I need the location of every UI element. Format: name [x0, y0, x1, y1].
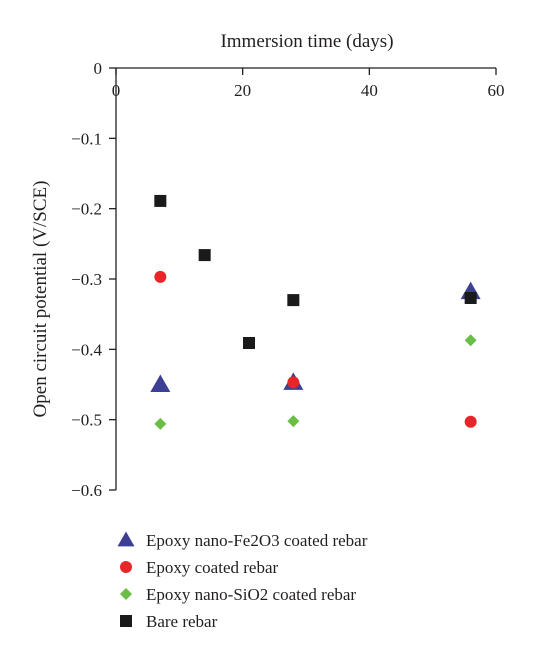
y-tick-label: −0.1: [71, 129, 102, 148]
legend-triangle-marker: [117, 531, 135, 547]
legend-label: Epoxy coated rebar: [146, 558, 278, 577]
x-tick-label: 0: [112, 81, 121, 100]
series-circle-points: [154, 270, 477, 428]
y-tick-label: 0: [94, 59, 103, 78]
x-tick-label: 20: [234, 81, 251, 100]
series-triangle-points: [150, 281, 481, 392]
y-tick-label: −0.3: [71, 270, 102, 289]
x-tick-label: 40: [361, 81, 378, 100]
data-point: [198, 249, 211, 262]
data-point: [287, 294, 300, 307]
data-point: [464, 291, 477, 304]
y-tick-label: −0.2: [71, 200, 102, 219]
data-point: [150, 374, 171, 392]
legend-label: Epoxy nano-SiO2 coated rebar: [146, 585, 356, 604]
y-ticks: 0 −0.1 −0.2 −0.3 −0.4 −0.5 −0.6: [71, 59, 116, 500]
y-tick-label: −0.6: [71, 481, 102, 500]
data-point: [243, 337, 255, 350]
series-square-points: [154, 194, 477, 350]
legend-diamond-marker: [120, 588, 132, 600]
x-ticks: 0 20 40 60: [112, 68, 505, 100]
legend-label: Epoxy nano-Fe2O3 coated rebar: [146, 531, 368, 550]
legend-square-marker: [120, 615, 132, 627]
x-axis-title: Immersion time (days): [220, 31, 393, 52]
data-points: [150, 194, 481, 430]
data-point: [464, 415, 477, 428]
y-axis-title: Open circuit potential (V/SCE): [30, 181, 51, 418]
legend-label: Bare rebar: [146, 612, 218, 631]
x-tick-label: 60: [488, 81, 505, 100]
y-tick-label: −0.5: [71, 411, 102, 430]
data-point: [154, 194, 167, 207]
data-point: [154, 270, 167, 283]
data-point: [287, 415, 300, 428]
series-diamond-points: [154, 334, 477, 430]
data-point: [154, 417, 167, 430]
legend: Epoxy nano-Fe2O3 coated rebar Epoxy coate…: [117, 531, 368, 631]
legend-circle-marker: [120, 561, 132, 573]
axes: [115, 67, 496, 490]
y-tick-label: −0.4: [71, 340, 102, 359]
data-point: [464, 334, 477, 347]
data-point: [287, 376, 300, 389]
